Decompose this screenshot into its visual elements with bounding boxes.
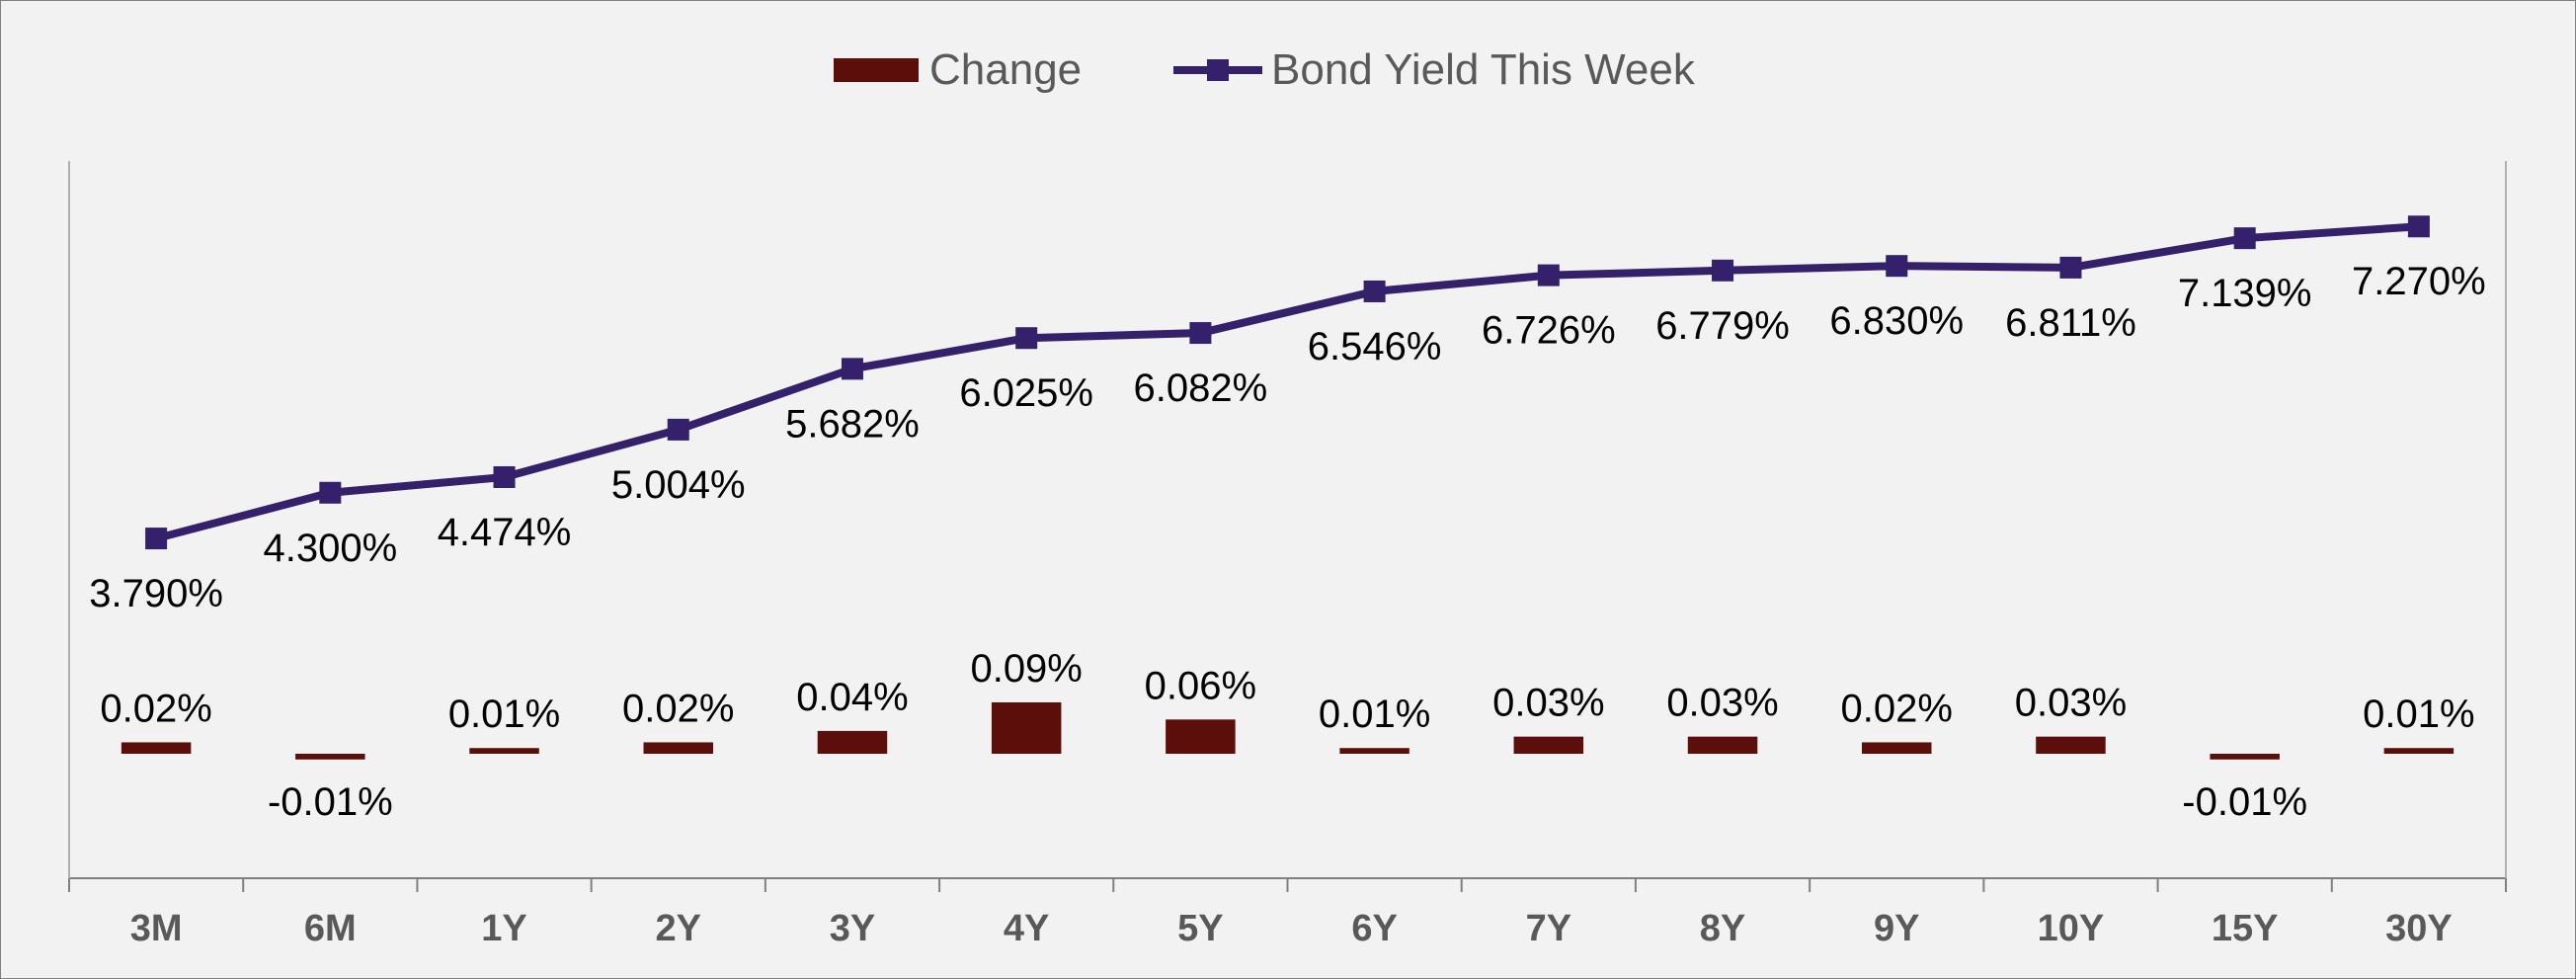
change-bar bbox=[469, 748, 539, 754]
change-data-label: 0.06% bbox=[1145, 664, 1256, 707]
bond-yield-point bbox=[841, 358, 863, 380]
change-bar bbox=[1687, 736, 1758, 754]
bond-yield-data-label: 6.726% bbox=[1482, 309, 1616, 353]
bond-yield-point bbox=[2059, 256, 2082, 279]
bond-yield-data-label: 6.779% bbox=[1655, 304, 1790, 348]
change-data-label: 0.03% bbox=[2015, 682, 2127, 725]
bond-yield-series bbox=[145, 215, 2430, 550]
bond-yield-point bbox=[493, 465, 516, 488]
bond-yield-point bbox=[319, 481, 342, 504]
change-bar bbox=[817, 730, 888, 754]
bond-yield-data-label: 6.082% bbox=[1134, 367, 1268, 410]
bond-yield-point bbox=[1363, 280, 1386, 302]
change-data-label: 0.03% bbox=[1666, 682, 1778, 725]
change-data-label: -0.01% bbox=[268, 780, 393, 824]
x-axis-tick-label: 2Y bbox=[656, 908, 701, 949]
bond-yield-data-label: 6.811% bbox=[2005, 301, 2136, 345]
bond-yield-data-label: 3.790% bbox=[89, 572, 223, 615]
change-bar bbox=[2036, 736, 2106, 754]
change-data-label: -0.01% bbox=[2182, 780, 2307, 824]
x-axis-tick-label: 5Y bbox=[1177, 908, 1223, 949]
change-data-label: 0.04% bbox=[796, 676, 908, 719]
change-data-label: 0.01% bbox=[448, 693, 560, 736]
bond-yield-data-label: 6.025% bbox=[959, 371, 1093, 415]
change-bar bbox=[1166, 719, 1236, 754]
bond-yield-data-label: 7.270% bbox=[2352, 260, 2486, 303]
change-data-label: 0.02% bbox=[622, 687, 734, 730]
change-bar bbox=[1513, 736, 1584, 754]
axes bbox=[68, 161, 2507, 892]
change-bar bbox=[1339, 748, 1409, 754]
bond-yield-data-label: 6.830% bbox=[1829, 299, 1964, 343]
x-axis-tick-label: 9Y bbox=[1874, 908, 1919, 949]
legend-swatch-bond-yield-marker bbox=[1207, 59, 1229, 81]
x-axis-tick-label: 10Y bbox=[2038, 908, 2105, 949]
change-data-label: 0.09% bbox=[970, 647, 1082, 691]
legend: Change Bond Yield This Week bbox=[834, 45, 1696, 94]
x-axis-tick-label: 3Y bbox=[830, 908, 875, 949]
x-axis-tick-label: 6Y bbox=[1351, 908, 1397, 949]
legend-label-bond-yield: Bond Yield This Week bbox=[1271, 45, 1696, 94]
bond-yield-data-label: 5.004% bbox=[611, 463, 746, 507]
bond-yield-point bbox=[667, 418, 689, 441]
x-axis-tick-label: 3M bbox=[130, 908, 183, 949]
change-bar bbox=[121, 742, 192, 754]
bond-yield-point bbox=[2407, 215, 2430, 238]
change-bars bbox=[121, 701, 2455, 760]
x-axis-tick-labels: 3M 6M 1Y 2Y 3Y 4Y 5Y 6Y 7Y 8Y 9Y 10Y 15Y 30Y bbox=[130, 908, 2453, 949]
bond-yield-point bbox=[145, 528, 168, 550]
x-axis-tick-label: 15Y bbox=[2212, 908, 2279, 949]
change-bar bbox=[2383, 748, 2455, 754]
data-labels: 3.790% 4.300% 4.474% 5.004% 5.682% 6.025% 6.08… bbox=[89, 260, 2485, 824]
bond-yield-data-label: 6.546% bbox=[1308, 325, 1442, 368]
change-bar bbox=[2210, 754, 2280, 760]
bond-yield-point bbox=[1015, 327, 1038, 350]
bond-yield-point bbox=[1537, 264, 1560, 286]
bond-yield-point bbox=[1189, 322, 1212, 345]
bond-yield-point bbox=[1886, 255, 1908, 278]
bond-yield-data-label: 5.682% bbox=[785, 402, 920, 446]
change-bar bbox=[1862, 742, 1932, 754]
change-data-label: 0.03% bbox=[1492, 682, 1604, 725]
change-data-label: 0.01% bbox=[1319, 693, 1430, 736]
change-data-label: 0.01% bbox=[2363, 693, 2474, 736]
bond-yield-line bbox=[155, 222, 2420, 542]
legend-label-change: Change bbox=[929, 45, 1082, 94]
x-axis-tick-label: 6M bbox=[304, 908, 357, 949]
change-bar bbox=[991, 701, 1062, 754]
x-axis-tick-label: 4Y bbox=[1004, 908, 1049, 949]
x-axis-tick-label: 7Y bbox=[1526, 908, 1571, 949]
x-axis-tick-label: 30Y bbox=[2385, 908, 2453, 949]
change-data-label: 0.02% bbox=[1841, 687, 1953, 730]
bond-yield-data-label: 4.474% bbox=[438, 511, 572, 554]
change-bar bbox=[295, 754, 365, 760]
x-axis-tick-label: 1Y bbox=[481, 908, 526, 949]
change-data-label: 0.02% bbox=[100, 687, 211, 730]
bond-yield-point bbox=[1712, 259, 1734, 282]
bond-yield-data-label: 4.300% bbox=[263, 527, 397, 570]
bond-yield-point bbox=[2233, 227, 2256, 250]
change-bar bbox=[643, 742, 713, 754]
legend-swatch-change bbox=[834, 58, 919, 82]
bond-yield-data-label: 7.139% bbox=[2178, 272, 2312, 315]
x-axis-tick-label: 8Y bbox=[1700, 908, 1745, 949]
